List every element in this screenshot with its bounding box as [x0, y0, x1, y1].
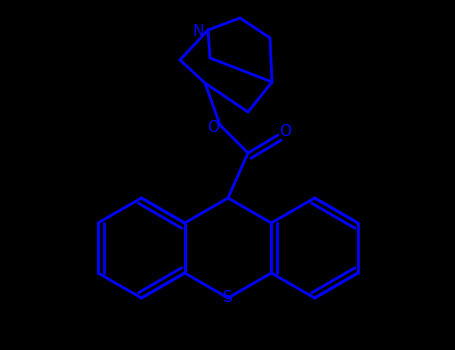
Text: S: S — [223, 290, 233, 306]
Text: O: O — [279, 124, 291, 139]
Text: O: O — [207, 119, 219, 134]
Text: N: N — [192, 25, 204, 40]
